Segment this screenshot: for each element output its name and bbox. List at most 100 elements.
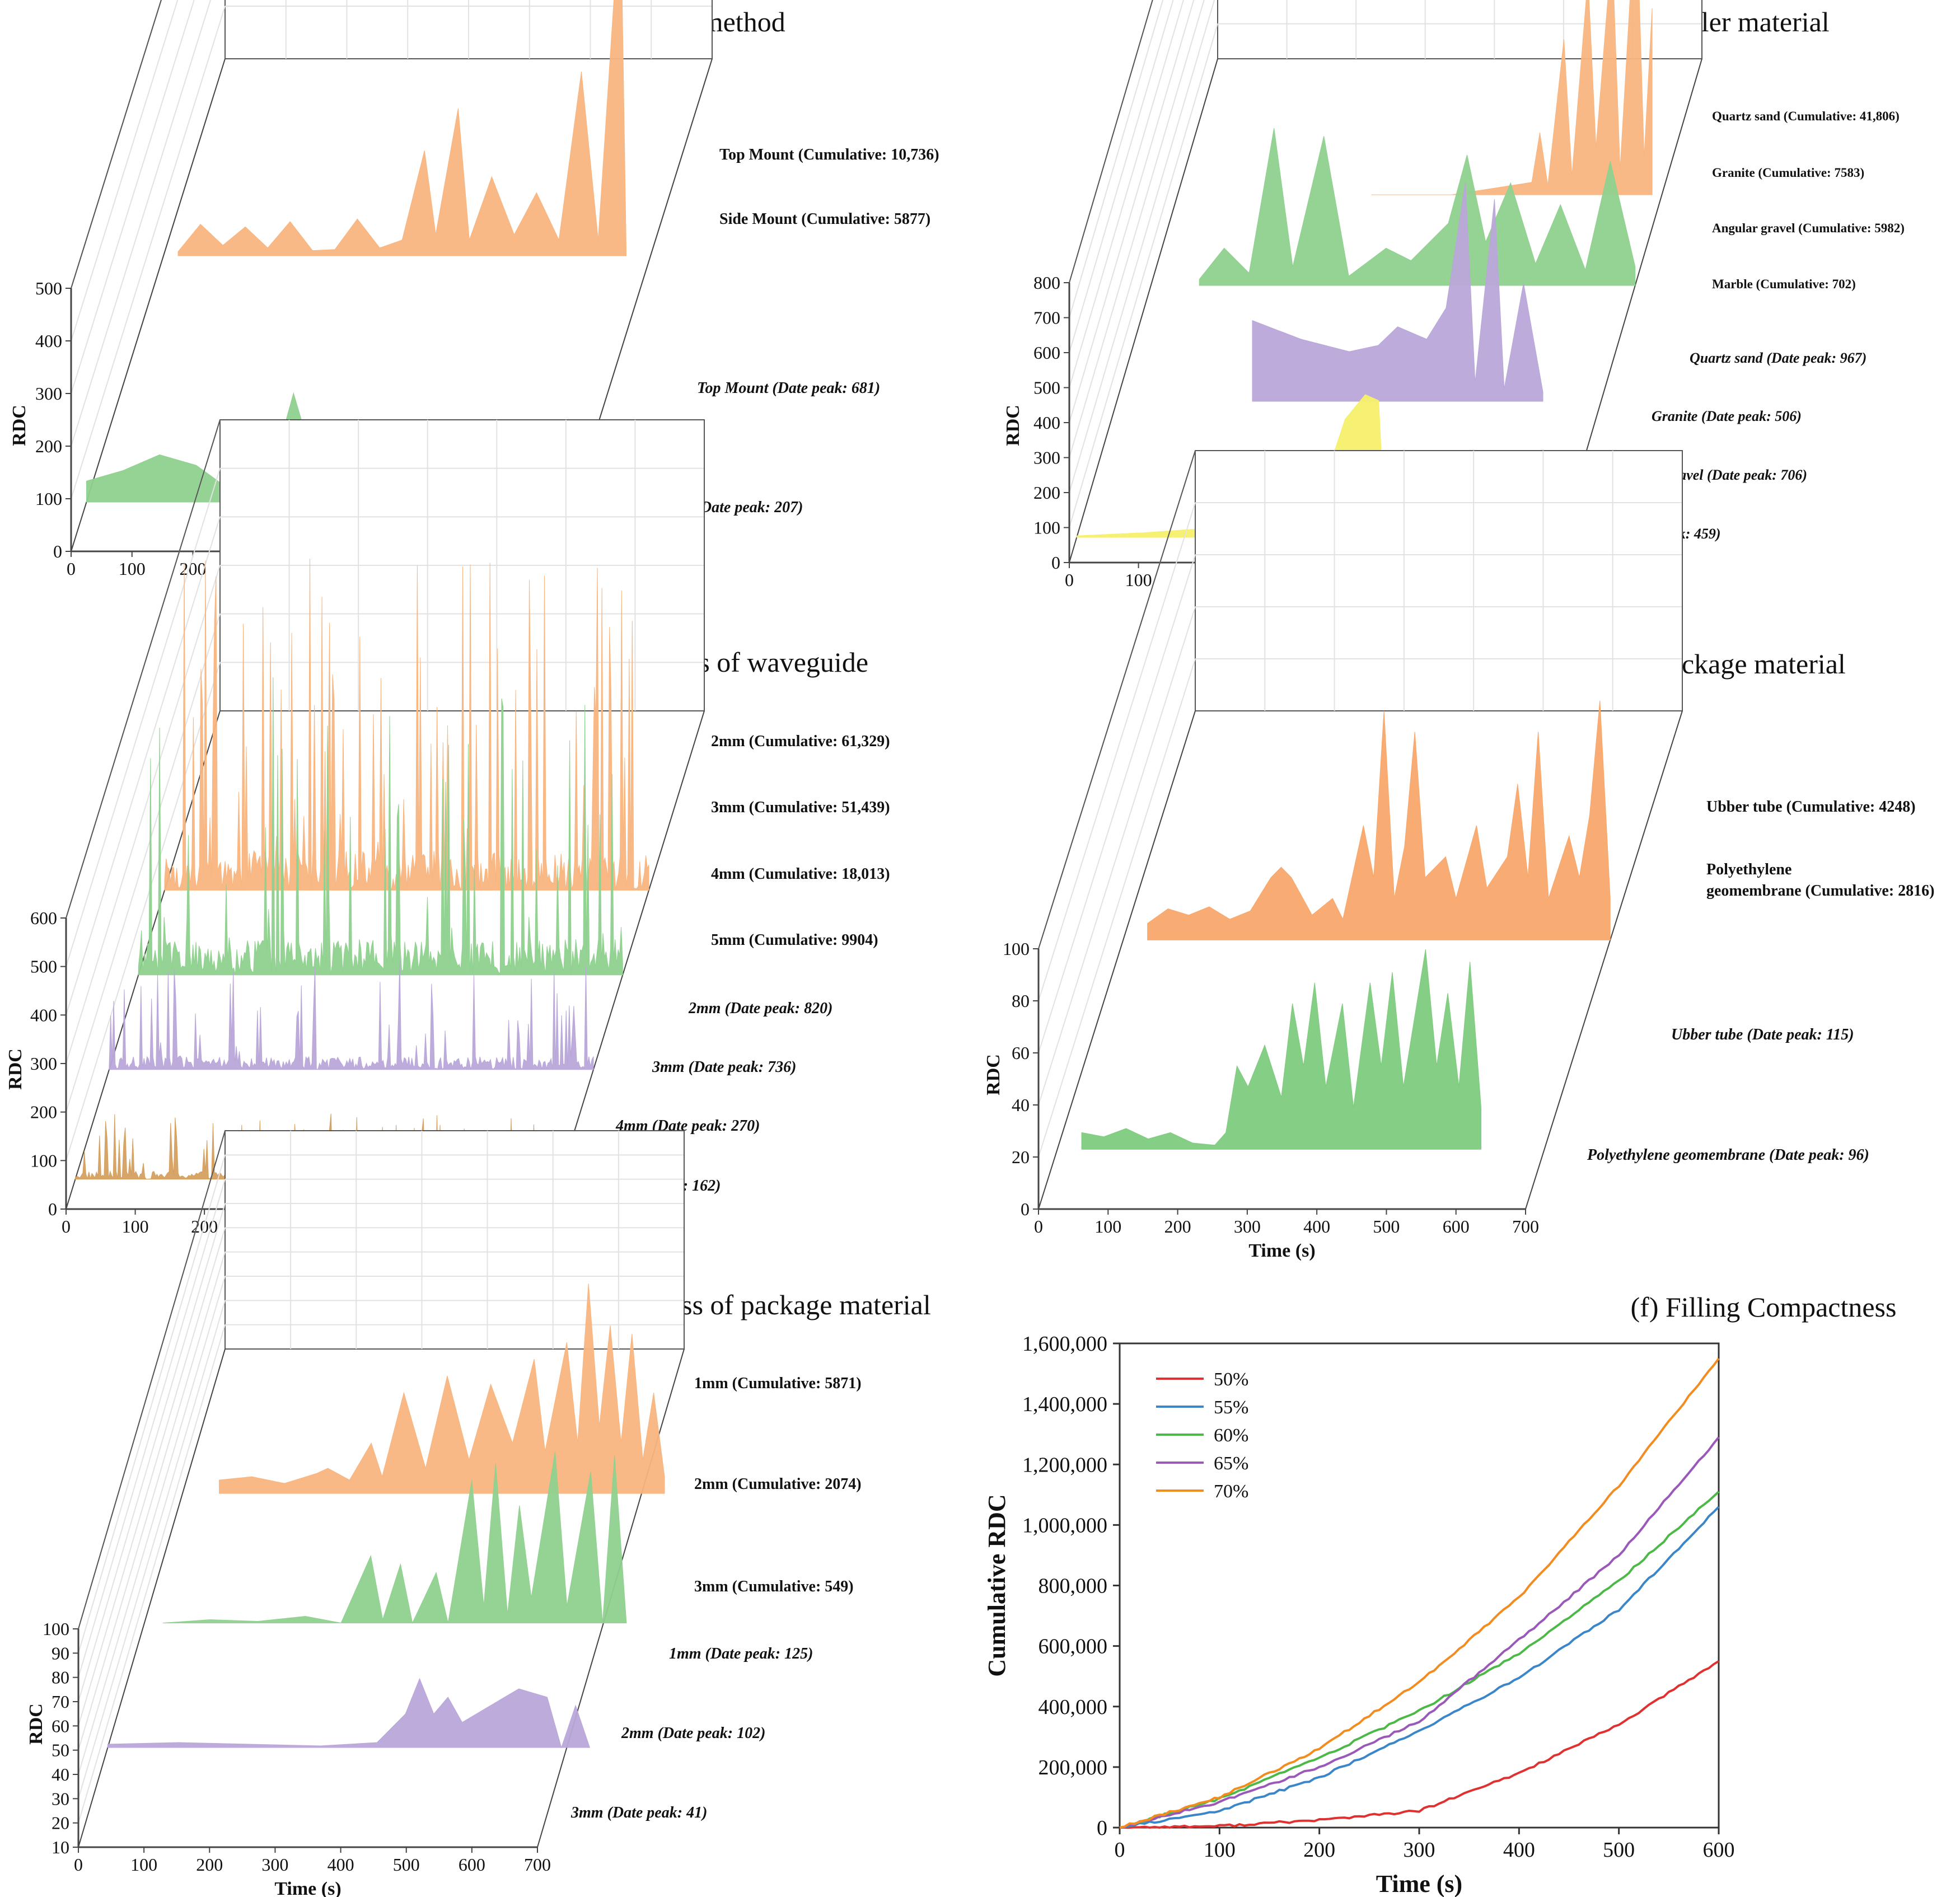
ridge-area-3mm [138, 677, 623, 976]
y-tick-label: 80 [52, 1668, 69, 1688]
side-gridline [1069, 0, 1205, 458]
y-tick-label: 1,600,000 [1022, 1332, 1107, 1356]
side-gridline [1038, 502, 1196, 1001]
depth-axis-right [1525, 710, 1683, 1210]
back-wall [224, 1130, 685, 1350]
x-tick-label: 600 [1443, 1216, 1470, 1236]
peak-label: Quartz sand (Date peak: 967) [1690, 350, 1867, 366]
y-tick-label: 90 [52, 1643, 69, 1663]
depth-axis-left [71, 58, 226, 552]
y-tick-label: 200,000 [1039, 1756, 1108, 1779]
side-gridline [78, 1203, 226, 1702]
y-tick-label: 400,000 [1039, 1695, 1108, 1719]
depth-axis-right [550, 710, 705, 1210]
y-tick-label: 1,200,000 [1022, 1453, 1107, 1477]
x-axis-label: Time (s) [1248, 1240, 1315, 1261]
cumulative-label: 4mm (Cumulative: 18,013) [711, 865, 890, 883]
x-tick-label: 300 [1404, 1838, 1435, 1862]
side-gridline [78, 1179, 226, 1678]
y-tick-label: 10 [52, 1837, 69, 1857]
y-tick-label: 0 [1097, 1816, 1107, 1840]
x-tick-label: 400 [1303, 1216, 1330, 1236]
top-left-edge [71, 0, 162, 289]
cumulative-label: Angular gravel (Cumulative: 5982) [1712, 221, 1905, 235]
y-axis-label: RDC [1003, 405, 1023, 446]
depth-axis-left [1038, 710, 1196, 1210]
cumulative-label: Top Mount (Cumulative: 10,736) [719, 146, 939, 163]
y-tick-label: 300 [35, 383, 62, 404]
ridge-area-angular-gravel [1252, 181, 1543, 402]
y-tick-label: 500 [35, 278, 62, 298]
side-gridline [1038, 658, 1196, 1158]
side-gridline [1069, 0, 1164, 318]
legend-label: 55% [1214, 1397, 1248, 1418]
y-tick-label: 0 [53, 541, 62, 561]
y-axis-label: RDC [983, 1054, 1004, 1095]
y-tick-label: 100 [30, 1150, 57, 1170]
y-axis-label: RDC [9, 405, 30, 446]
y-tick-label: 60 [1012, 1043, 1030, 1063]
ridge-area-quartz-sand [1371, 0, 1653, 195]
side-gridline [1069, 0, 1184, 388]
series-line-55pct [1119, 1506, 1720, 1829]
x-tick-label: 0 [1034, 1216, 1043, 1236]
panel-a-installation-method: (a) Installation method01002003004005006… [9, 0, 939, 603]
peak-label: 2mm (Date peak: 820) [688, 1000, 832, 1017]
peak-label: 3mm (Date peak: 41) [570, 1804, 707, 1821]
x-tick-label: 600 [1703, 1838, 1735, 1862]
side-gridline [66, 517, 221, 1015]
legend-label: 65% [1214, 1453, 1248, 1474]
y-tick-label: 1,000,000 [1022, 1514, 1107, 1537]
y-tick-label: 70 [52, 1692, 69, 1712]
y-axis-label: RDC [5, 1048, 26, 1090]
y-tick-label: 600,000 [1039, 1635, 1108, 1659]
peak-label: Granite (Date peak: 506) [1652, 408, 1802, 424]
side-gridline [78, 1155, 226, 1654]
y-tick-label: 200 [30, 1102, 57, 1122]
y-tick-label: 700 [1033, 308, 1060, 328]
legend-label: 50% [1214, 1369, 1248, 1390]
peak-label: Polyethylene geomembrane (Date peak: 96) [1587, 1146, 1869, 1164]
side-gridline [78, 1228, 226, 1726]
side-gridline [1069, 0, 1215, 493]
cumulative-label: Side Mount (Cumulative: 5877) [719, 210, 930, 228]
x-tick-label: 200 [196, 1854, 223, 1875]
side-gridline [71, 0, 212, 447]
side-gridline [66, 468, 221, 967]
ridge-area-granite [1199, 128, 1636, 286]
side-gridline [1038, 606, 1196, 1106]
y-tick-label: 600 [30, 908, 57, 928]
y-tick-label: 400 [1033, 413, 1060, 433]
cumulative-label: Polyethylene [1706, 861, 1791, 878]
y-tick-label: 600 [1033, 343, 1060, 363]
y-tick-label: 300 [1033, 448, 1060, 468]
y-tick-label: 0 [48, 1199, 57, 1219]
y-tick-label: 20 [1012, 1147, 1030, 1167]
y-tick-label: 100 [43, 1619, 69, 1639]
side-gridline [78, 1276, 226, 1775]
ridge-area-top-mount [177, 0, 626, 256]
cumulative-label: 5mm (Cumulative: 9904) [711, 931, 878, 949]
y-tick-label: 500 [30, 957, 57, 977]
peak-label: Ubber tube (Date peak: 115) [1671, 1026, 1854, 1043]
cumulative-label: 3mm (Cumulative: 549) [694, 1578, 854, 1595]
y-tick-label: 40 [1012, 1095, 1030, 1115]
cumulative-label: 2mm (Cumulative: 61,329) [711, 733, 890, 750]
x-tick-label: 100 [122, 1216, 149, 1236]
x-tick-label: 100 [1125, 570, 1152, 590]
cumulative-label: 1mm (Cumulative: 5871) [694, 1375, 862, 1392]
series-line-50pct [1120, 1660, 1720, 1829]
x-tick-label: 100 [119, 559, 146, 579]
x-tick-label: 0 [67, 559, 76, 579]
legend-label: 70% [1214, 1481, 1248, 1502]
side-gridline [66, 662, 221, 1161]
cumulative-label: Quartz sand (Cumulative: 41,806) [1712, 109, 1900, 123]
y-tick-label: 300 [30, 1053, 57, 1074]
x-tick-label: 400 [328, 1854, 354, 1875]
top-left-edge [78, 1130, 226, 1629]
x-tick-label: 500 [1373, 1216, 1400, 1236]
y-tick-label: 0 [1021, 1199, 1030, 1219]
ridge-area-ubber-tube [1147, 700, 1611, 940]
